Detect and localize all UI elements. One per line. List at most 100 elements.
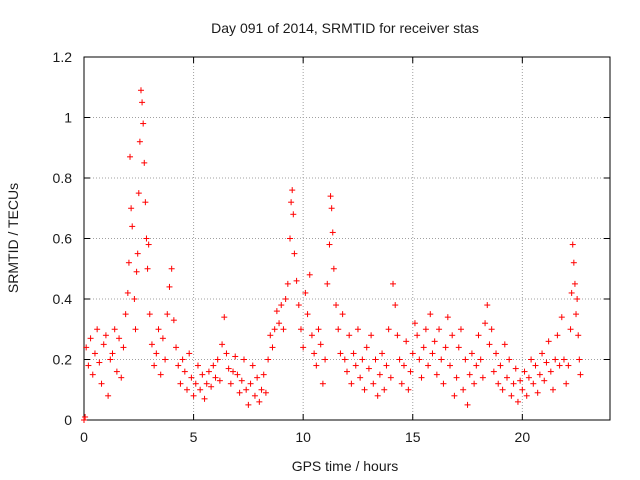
data-point [313, 362, 320, 369]
data-point [418, 374, 425, 381]
data-point [290, 211, 297, 218]
data-point [164, 311, 171, 318]
data-point [136, 138, 143, 145]
data-point [81, 417, 87, 423]
x-tick-label: 15 [405, 429, 421, 445]
data-point [188, 374, 195, 381]
data-point [414, 332, 421, 339]
data-point [486, 341, 493, 348]
data-point [256, 398, 263, 405]
data-point [284, 280, 291, 287]
data-point [416, 356, 423, 363]
x-tick-label: 5 [190, 429, 198, 445]
data-point [230, 368, 237, 375]
data-point [122, 311, 129, 318]
data-point [477, 356, 484, 363]
data-point [341, 356, 348, 363]
data-point [466, 371, 473, 378]
data-point [98, 380, 105, 387]
data-point [444, 314, 451, 321]
data-point [488, 326, 495, 333]
data-marks [81, 87, 584, 423]
data-point [462, 356, 469, 363]
data-point [118, 374, 125, 381]
data-point [506, 356, 513, 363]
data-point [251, 392, 258, 399]
data-point [484, 302, 491, 309]
data-point [420, 344, 427, 351]
data-point [254, 374, 261, 381]
data-point [394, 332, 401, 339]
data-point [577, 371, 584, 378]
data-point [236, 389, 243, 396]
data-point [139, 99, 146, 106]
data-point [519, 386, 526, 393]
data-point [570, 259, 577, 266]
data-point [503, 374, 510, 381]
data-point [510, 380, 517, 387]
data-point [262, 389, 269, 396]
data-point [512, 365, 519, 372]
data-point [550, 386, 557, 393]
data-point [482, 320, 489, 327]
y-axis-label: SRMTID / TECUs [5, 183, 21, 293]
data-point [304, 311, 311, 318]
data-point [490, 368, 497, 375]
data-point [260, 371, 267, 378]
data-point [453, 374, 460, 381]
y-tick-label: 0.8 [53, 170, 73, 186]
data-point [499, 386, 506, 393]
data-point [82, 413, 89, 420]
data-point [269, 344, 276, 351]
data-point [554, 332, 561, 339]
data-point [111, 326, 118, 333]
data-point [100, 341, 107, 348]
data-point [315, 326, 322, 333]
data-point [137, 87, 144, 94]
data-point [276, 320, 283, 327]
data-point [357, 374, 364, 381]
data-point [300, 344, 307, 351]
data-point [576, 356, 583, 363]
data-point [431, 338, 438, 345]
data-point [383, 362, 390, 369]
data-point [368, 332, 375, 339]
data-point [203, 380, 210, 387]
data-point [574, 296, 581, 302]
data-point [497, 362, 504, 369]
data-point [240, 356, 247, 363]
data-point [433, 371, 440, 378]
data-point [201, 395, 208, 402]
data-point [541, 377, 548, 384]
data-point [166, 283, 173, 290]
data-point [113, 368, 120, 375]
data-point [109, 350, 116, 357]
data-point [567, 326, 574, 333]
data-point [265, 356, 272, 363]
data-point [457, 326, 464, 333]
data-point [407, 368, 414, 375]
data-point [153, 350, 160, 357]
data-point [545, 338, 552, 345]
data-point [536, 371, 543, 378]
data-point [396, 356, 403, 363]
data-point [184, 386, 191, 393]
data-point [333, 302, 340, 309]
data-point [243, 386, 250, 393]
data-point [319, 380, 326, 387]
data-point [335, 326, 342, 333]
x-tick-label: 20 [515, 429, 531, 445]
data-point [247, 380, 254, 387]
data-point [514, 398, 521, 405]
data-point [359, 356, 366, 363]
data-point [403, 338, 410, 345]
data-point [381, 386, 388, 393]
data-point [327, 193, 334, 200]
y-tick-label: 0.4 [53, 291, 73, 307]
data-point [429, 350, 436, 357]
data-point [528, 356, 535, 363]
data-point [370, 380, 377, 387]
data-point [495, 380, 502, 387]
data-point [354, 326, 361, 333]
data-point [427, 311, 434, 318]
